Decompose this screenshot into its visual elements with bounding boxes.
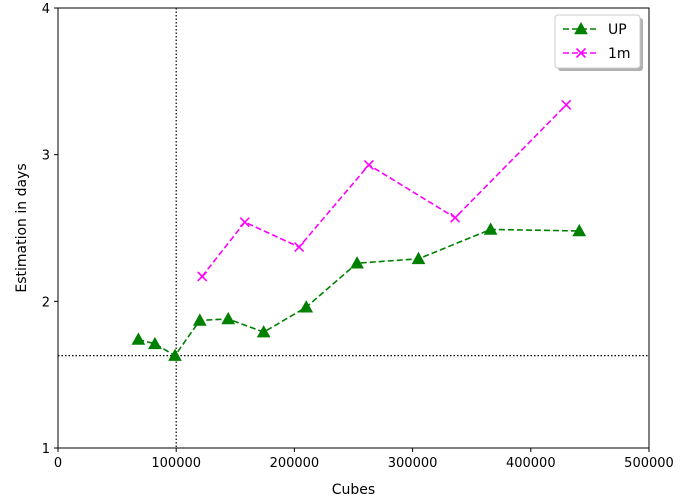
x-tick-label: 200000 bbox=[270, 456, 320, 471]
y-tick-label: 2 bbox=[42, 295, 50, 310]
y-tick-label: 4 bbox=[42, 2, 50, 17]
data-point-up bbox=[192, 313, 207, 326]
x-marker-stroke bbox=[561, 99, 572, 110]
data-point-up bbox=[148, 336, 162, 350]
y-axis-title: Estimation in days bbox=[14, 163, 30, 292]
x-tick-label: 100000 bbox=[151, 456, 201, 471]
data-point-1m bbox=[294, 242, 305, 253]
data-point-up bbox=[221, 311, 236, 325]
reference-lines bbox=[58, 8, 649, 448]
x-marker-stroke bbox=[239, 217, 250, 228]
data-point-1m bbox=[197, 271, 208, 282]
legend-item-up: UP bbox=[563, 21, 627, 38]
legend-label-1m: 1m bbox=[608, 46, 631, 62]
x-tick-label: 0 bbox=[54, 456, 62, 471]
data-point-1m bbox=[239, 217, 250, 228]
y-axis-ticks: 1 2 3 4 bbox=[42, 2, 58, 457]
legend-item-1m: 1m bbox=[563, 46, 631, 62]
x-marker-stroke bbox=[294, 242, 305, 253]
y-tick-label: 3 bbox=[42, 149, 50, 164]
data-point-up bbox=[256, 325, 271, 338]
data-point-up bbox=[131, 332, 146, 345]
x-marker-stroke bbox=[363, 159, 374, 170]
x-tick-label: 300000 bbox=[388, 456, 438, 471]
x-marker-stroke bbox=[575, 47, 587, 59]
x-tick-label: 500000 bbox=[624, 456, 674, 471]
series-1m bbox=[197, 99, 572, 282]
x-axis-title: Cubes bbox=[332, 482, 375, 498]
x-tick-label: 400000 bbox=[506, 456, 556, 471]
data-point-up bbox=[572, 223, 587, 237]
data-point-up bbox=[483, 222, 498, 235]
data-point-up bbox=[350, 256, 364, 269]
data-point-1m bbox=[363, 159, 374, 170]
y-tick-label: 1 bbox=[42, 442, 50, 457]
plot-area bbox=[58, 8, 649, 448]
data-point-up bbox=[411, 251, 426, 265]
data-point-up bbox=[168, 348, 182, 361]
x-marker-stroke bbox=[197, 271, 208, 282]
legend-marker-up bbox=[574, 21, 588, 35]
x-axis-ticks: 0 100000 200000 300000 400000 500000 bbox=[54, 448, 674, 471]
legend-label-up: UP bbox=[608, 22, 627, 38]
data-point-1m bbox=[561, 99, 572, 110]
data-point-1m bbox=[450, 212, 461, 223]
legend-marker-1m bbox=[575, 47, 587, 59]
plot-frame bbox=[57, 7, 650, 449]
series-layer bbox=[131, 99, 587, 361]
legend: UP 1m bbox=[554, 14, 643, 71]
data-point-up bbox=[299, 300, 314, 313]
series-up bbox=[131, 222, 587, 361]
x-marker-stroke bbox=[450, 212, 461, 223]
series-line-1m bbox=[201, 104, 567, 277]
